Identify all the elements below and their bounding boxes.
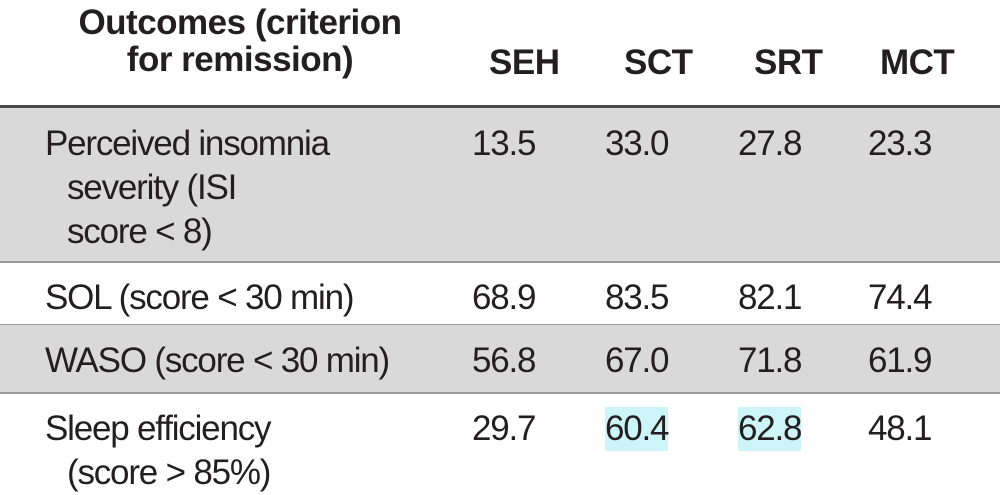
value-cell: 74.4 <box>868 278 933 317</box>
table-row: Perceived insomnia severity (ISI score <… <box>0 108 1000 262</box>
value-cell: 48.1 <box>868 409 933 448</box>
row-rule <box>0 392 1000 394</box>
value-cell: 71.8 <box>738 341 803 380</box>
row-label: Perceived insomnia severity (ISI score <… <box>45 124 330 251</box>
value-cell: 13.5 <box>472 124 537 163</box>
value-cell: 82.1 <box>738 278 803 317</box>
table-row: WASO (score < 30 min) 56.8 67.0 71.8 61.9 <box>0 325 1000 393</box>
value-cell: 68.9 <box>472 278 537 317</box>
row-label: Sleep efficiency (score > 85%) <box>45 409 272 492</box>
column-header: MCT <box>880 43 955 82</box>
value-cell: 60.4 <box>605 407 670 451</box>
value-cell: 83.5 <box>605 278 670 317</box>
value-cell: 33.0 <box>605 124 670 163</box>
header-label: Outcomes (criterion for remission) <box>78 3 402 79</box>
table-row: Sleep efficiency (score > 85%) 29.7 60.4 62… <box>0 393 1000 492</box>
column-header: SEH <box>489 43 560 82</box>
row-rule <box>0 261 1000 263</box>
value-cell: 23.3 <box>868 124 933 163</box>
header-rule <box>0 105 1000 108</box>
value-cell: 67.0 <box>605 341 670 380</box>
value-cell: 61.9 <box>868 341 933 380</box>
value-cell: 56.8 <box>472 341 537 380</box>
value-cell: 27.8 <box>738 124 803 163</box>
row-label: WASO (score < 30 min) <box>45 341 390 380</box>
table-row: SOL (score < 30 min) 68.9 83.5 82.1 74.4 <box>0 262 1000 325</box>
value-cell: 29.7 <box>472 409 537 448</box>
value-cell: 62.8 <box>738 407 803 451</box>
column-header: SCT <box>624 43 693 82</box>
column-header: SRT <box>754 43 823 82</box>
row-label: SOL (score < 30 min) <box>45 278 354 317</box>
